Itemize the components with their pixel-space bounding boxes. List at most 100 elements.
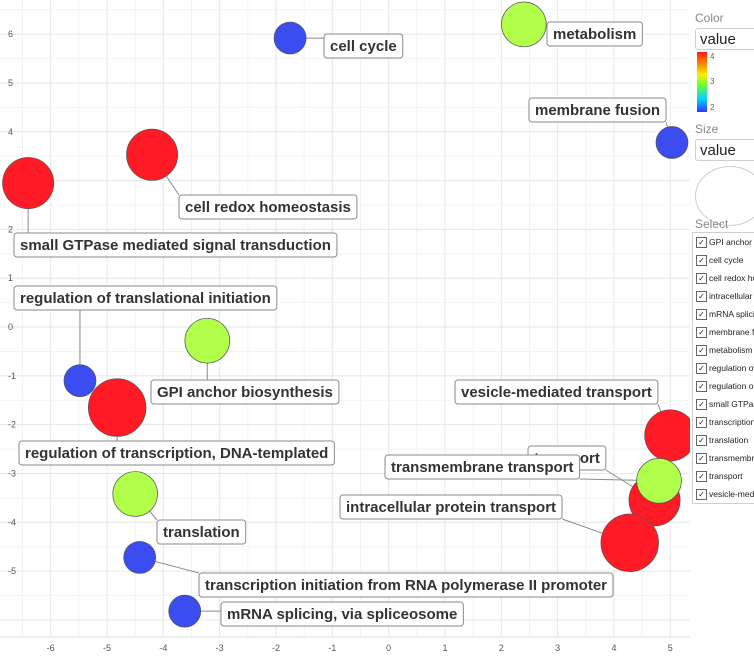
bubble-point[interactable] xyxy=(655,126,689,159)
label-text: transmembrane transport xyxy=(391,459,574,476)
select-item-label: vesicle-mediated transport xyxy=(709,489,754,499)
x-tick-label: -3 xyxy=(216,643,224,653)
checkbox[interactable]: ✓ xyxy=(696,308,707,320)
select-item[interactable]: ✓membrane fusion xyxy=(693,323,754,341)
select-item[interactable]: ✓ translation xyxy=(693,431,754,449)
checkbox[interactable]: ✓ xyxy=(696,380,707,392)
term-select-list: ✓GPI anchor biosynthesis✓cell cycle✓cell… xyxy=(692,232,754,504)
point-label: mRNA splicing, via spliceosome xyxy=(220,601,464,627)
checkbox[interactable]: ✓ xyxy=(696,488,707,500)
label-box xyxy=(198,572,614,598)
label-text: cell cycle xyxy=(330,38,397,55)
select-item[interactable]: ✓mRNA splicing, via spliceosome xyxy=(693,305,754,323)
select-item[interactable]: ✓transmembrane transport xyxy=(693,449,754,467)
select-item-label: translation xyxy=(709,435,749,445)
y-tick-label: -3 xyxy=(8,468,16,478)
grid xyxy=(0,0,690,638)
label-box xyxy=(384,454,581,480)
color-heading: Color xyxy=(695,11,724,25)
bubble-point[interactable] xyxy=(2,157,55,209)
label-text: regulation of transcription, DNA-templat… xyxy=(25,445,328,462)
select-item-label: regulation of transcription, DNA-templat… xyxy=(709,363,754,373)
select-item[interactable]: ✓intracellular protein transport xyxy=(693,287,754,305)
x-tick-label: 3 xyxy=(555,643,560,653)
point-label: vesicle-mediated transport xyxy=(454,379,659,405)
checkbox[interactable]: ✓ xyxy=(696,236,707,248)
bubble-point[interactable] xyxy=(600,513,659,572)
select-item[interactable]: ✓ transport xyxy=(693,467,754,485)
bubble-point[interactable] xyxy=(184,317,231,364)
color-legend-min: 2 xyxy=(710,103,715,112)
bubble-point[interactable] xyxy=(126,128,179,181)
color-select[interactable]: value xyxy=(695,28,754,50)
label-box xyxy=(178,194,358,220)
y-tick-label: -2 xyxy=(8,420,16,430)
color-gradient-legend xyxy=(697,52,707,112)
select-item[interactable]: ✓cell redox homeostasis xyxy=(693,269,754,287)
y-tick-label: 4 xyxy=(8,127,13,137)
size-select[interactable]: value xyxy=(695,139,754,161)
checkbox[interactable]: ✓ xyxy=(696,452,707,464)
select-item[interactable]: ✓ cell cycle xyxy=(693,251,754,269)
y-tick-label: 5 xyxy=(8,78,13,88)
x-tick-label: -4 xyxy=(159,643,167,653)
y-tick-label: 0 xyxy=(8,322,13,332)
select-item-label: cell cycle xyxy=(709,255,744,265)
checkbox[interactable]: ✓ xyxy=(696,434,707,446)
point-label: cell cycle xyxy=(323,33,404,59)
checkbox[interactable]: ✓ xyxy=(696,326,707,338)
bubble-point[interactable] xyxy=(63,364,97,398)
label-box xyxy=(13,285,278,311)
bubble-point[interactable] xyxy=(112,471,158,517)
checkbox[interactable]: ✓ xyxy=(696,416,707,428)
size-legend xyxy=(695,166,754,226)
select-item[interactable]: ✓ metabolism xyxy=(693,341,754,359)
bubble-point[interactable] xyxy=(501,1,547,48)
select-item[interactable]: ✓small GTPase mediated signal transducti… xyxy=(693,395,754,413)
bubble-point[interactable] xyxy=(123,541,157,574)
bubble-point[interactable] xyxy=(273,21,307,55)
select-item[interactable]: ✓regulation of translational initiation xyxy=(693,377,754,395)
point-label: GPI anchor biosynthesis xyxy=(150,379,340,405)
label-text: metabolism xyxy=(553,26,636,43)
label-text: GPI anchor biosynthesis xyxy=(157,384,333,401)
checkbox[interactable]: ✓ xyxy=(696,470,707,482)
label-box xyxy=(13,232,338,258)
x-tick-label: 5 xyxy=(668,643,673,653)
x-tick-label: -2 xyxy=(272,643,280,653)
label-text: vesicle-mediated transport xyxy=(461,384,652,401)
y-tick-label: -5 xyxy=(8,566,16,576)
bubble-point[interactable] xyxy=(636,458,682,504)
checkbox[interactable]: ✓ xyxy=(696,272,707,284)
point-label: intracellular protein transport xyxy=(339,494,563,520)
x-tick-label: 1 xyxy=(442,643,447,653)
select-item-label: metabolism xyxy=(709,345,753,355)
checkbox[interactable]: ✓ xyxy=(696,254,707,266)
select-item[interactable]: ✓GPI anchor biosynthesis xyxy=(693,233,754,251)
select-item-label: intracellular protein transport xyxy=(709,291,754,301)
label-box xyxy=(150,379,340,405)
label-text: translation xyxy=(163,524,240,541)
checkbox[interactable]: ✓ xyxy=(696,344,707,356)
bubble-point[interactable] xyxy=(644,409,690,462)
checkbox[interactable]: ✓ xyxy=(696,398,707,410)
label-box xyxy=(156,519,247,545)
checkbox[interactable]: ✓ xyxy=(696,362,707,374)
point-label: metabolism xyxy=(546,21,643,47)
y-tick-label: -4 xyxy=(8,517,16,527)
point-label: transmembrane transport xyxy=(384,454,581,480)
color-legend-max: 4 xyxy=(710,52,715,61)
select-item[interactable]: ✓vesicle-mediated transport xyxy=(693,485,754,503)
bubble-point[interactable] xyxy=(88,378,147,437)
select-item-label: transmembrane transport xyxy=(709,453,754,463)
select-item-label: membrane fusion xyxy=(709,327,754,337)
checkbox[interactable]: ✓ xyxy=(696,290,707,302)
x-tick-label: 2 xyxy=(499,643,504,653)
select-item[interactable]: ✓regulation of transcription, DNA-templa… xyxy=(693,359,754,377)
select-item[interactable]: ✓transcription initiation from RNA polym… xyxy=(693,413,754,431)
bubble-point[interactable] xyxy=(168,594,202,628)
label-box xyxy=(528,97,667,123)
select-item-label: small GTPase mediated signal transductio… xyxy=(709,399,754,409)
point-label: membrane fusion xyxy=(528,97,667,123)
